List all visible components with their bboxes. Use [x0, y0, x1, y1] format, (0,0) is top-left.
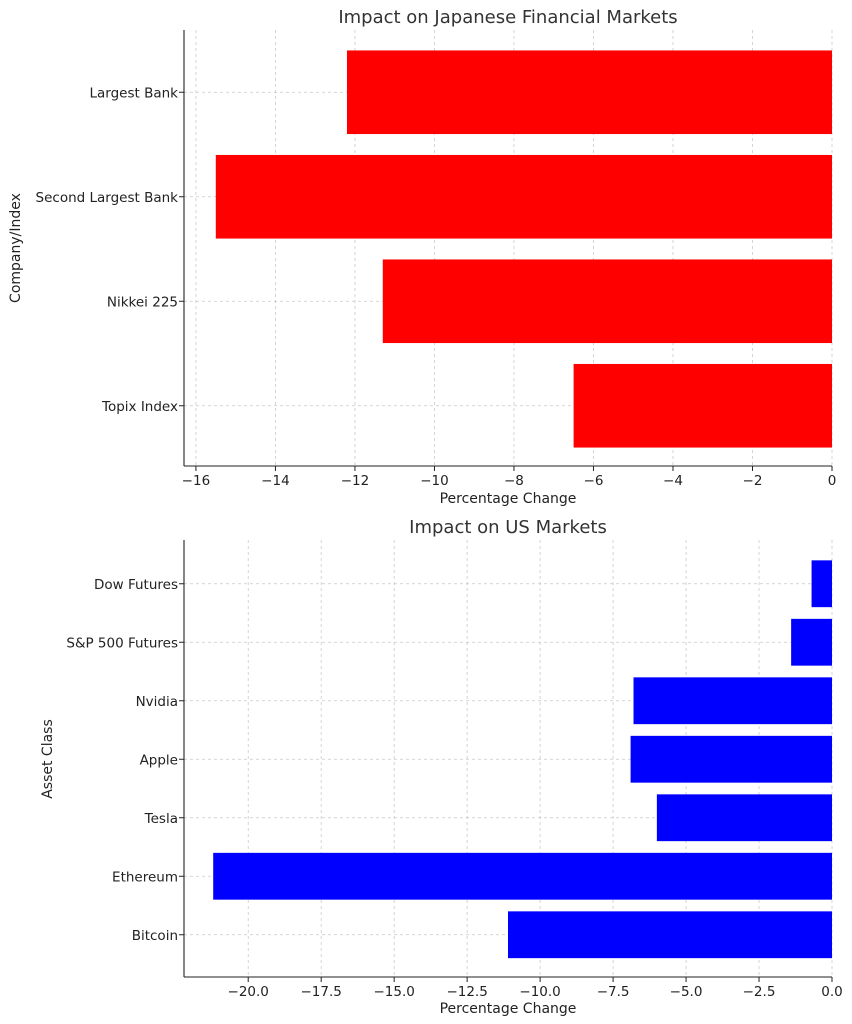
x-tick-label: −8 [504, 473, 524, 489]
bar [215, 154, 832, 239]
y-tick-label: Apple [140, 752, 178, 768]
bar [630, 735, 832, 783]
chart-us-markets: Impact on US Markets −20.0 −17.5 −15.0 −12.… [40, 517, 843, 1017]
x-tick-label: −14 [261, 473, 290, 489]
bar [791, 618, 832, 666]
y-tick-label: Largest Bank [89, 85, 178, 101]
y-tick-label: Nikkei 225 [107, 294, 178, 310]
y-ticks: Topix Index Nikkei 225 Second Largest Bank… [36, 85, 184, 415]
y-tick-label: Bitcoin [132, 928, 178, 944]
y-tick-label: Dow Futures [94, 577, 178, 593]
y-axis-label: Asset Class [40, 719, 56, 799]
bar [811, 560, 832, 608]
y-tick-label: Nvidia [136, 694, 178, 710]
x-tick-label: −20.0 [228, 984, 269, 1000]
y-tick-label: Ethereum [112, 869, 178, 885]
x-tick-label: −6 [584, 473, 604, 489]
x-tick-label: 0 [828, 473, 837, 489]
x-tick-label: −2.5 [743, 984, 776, 1000]
y-tick-label: S&P 500 Futures [66, 635, 178, 651]
bars [213, 560, 832, 959]
x-tick-label: −12.5 [446, 984, 487, 1000]
bar [508, 911, 832, 959]
y-axis-label: Company/Index [8, 193, 24, 303]
y-tick-label: Second Largest Bank [36, 190, 179, 206]
x-tick-label: −7.5 [597, 984, 630, 1000]
x-tick-label: −15.0 [373, 984, 414, 1000]
chart-japanese-markets: Impact on Japanese Financial Markets −16… [8, 7, 836, 507]
x-tick-label: −17.5 [301, 984, 342, 1000]
x-axis-label: Percentage Change [440, 1001, 577, 1017]
x-tick-label: −2 [743, 473, 763, 489]
x-ticks: −16 −14 −12 −10 −8 −6 −4 −2 0 [182, 466, 837, 489]
bar [382, 259, 832, 344]
x-tick-label: −10 [420, 473, 449, 489]
x-tick-label: −5.0 [670, 984, 703, 1000]
bar [656, 794, 832, 842]
chart-title: Impact on Japanese Financial Markets [338, 7, 677, 28]
y-tick-label: Topix Index [101, 399, 178, 415]
bar [213, 852, 832, 900]
x-tick-label: −16 [182, 473, 211, 489]
chart-title: Impact on US Markets [409, 517, 607, 538]
x-tick-label: −12 [341, 473, 370, 489]
y-ticks: Bitcoin Ethereum Tesla Apple Nvidia S&P 500 F… [66, 577, 184, 944]
x-tick-label: −10.0 [519, 984, 560, 1000]
bars [215, 50, 832, 448]
x-ticks: −20.0 −17.5 −15.0 −12.5 −10.0 −7.5 −5.0 −2.5 0.0 [228, 977, 843, 1000]
y-tick-label: Tesla [144, 811, 178, 827]
bar [346, 50, 832, 135]
x-axis-label: Percentage Change [440, 491, 577, 507]
bar [633, 677, 832, 725]
bar [573, 363, 832, 448]
x-tick-label: −4 [663, 473, 683, 489]
x-tick-label: 0.0 [821, 984, 842, 1000]
